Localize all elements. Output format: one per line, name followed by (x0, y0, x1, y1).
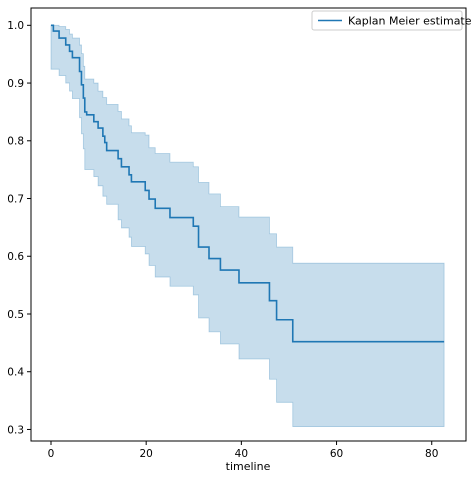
x-axis-ticks: 0 20 40 60 80 (48, 441, 438, 460)
legend-label: Kaplan Meier estimate (348, 15, 472, 28)
x-axis-label: timeline (226, 460, 271, 473)
x-tick-label: 80 (425, 448, 438, 460)
x-tick-label: 40 (235, 448, 248, 460)
y-tick-label: 1.0 (7, 20, 24, 32)
y-axis-ticks: 0.3 0.4 0.5 0.6 0.7 0.8 0.9 1.0 (7, 20, 31, 436)
y-tick-label: 0.8 (7, 136, 24, 148)
axes-frame (30, 7, 467, 442)
confidence-interval-band (50, 24, 445, 427)
y-tick-label: 0.4 (7, 367, 24, 379)
x-tick-label: 60 (330, 448, 343, 460)
legend-box (311, 10, 463, 31)
survival-step-line (50, 24, 445, 343)
x-tick-label: 0 (48, 448, 55, 460)
x-tick-label: 20 (139, 448, 152, 460)
y-tick-label: 0.3 (7, 424, 24, 436)
y-tick-label: 0.9 (7, 78, 24, 90)
y-tick-label: 0.6 (7, 251, 24, 263)
legend: Kaplan Meier estimate (311, 10, 472, 31)
plot-area (50, 24, 445, 427)
y-tick-label: 0.7 (7, 193, 24, 205)
y-tick-label: 0.5 (7, 309, 24, 321)
